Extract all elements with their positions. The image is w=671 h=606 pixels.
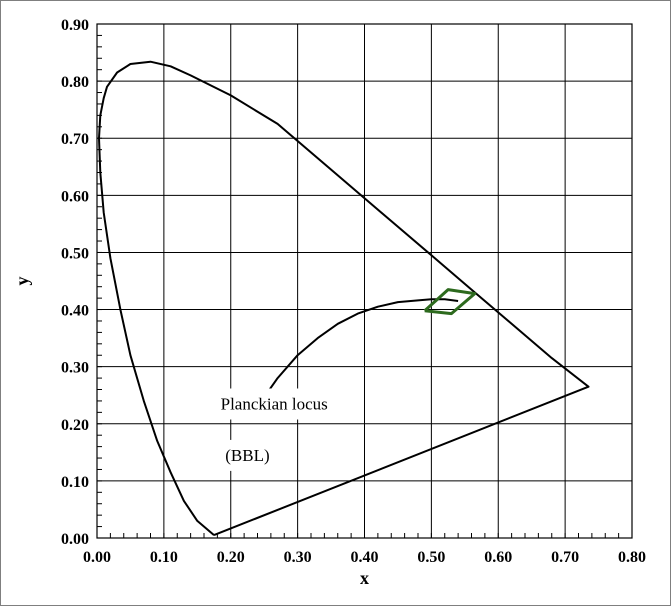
x-tick-label: 0.80 [618,549,646,566]
green-quadrilateral-line [423,288,477,316]
planckian-locus-line [256,298,459,408]
x-tick-labels: 0.00 0.10 0.20 0.30 0.40 0.50 0.60 0.70 0.80 [83,549,646,566]
minor-ticks [96,23,633,539]
y-tick-label: 0.50 [61,245,89,262]
x-tick-label: 0.60 [484,549,512,566]
planckian-locus-label: Planckian locus [221,395,328,414]
grid [97,24,632,538]
spectral-locus-line [98,60,590,537]
y-tick-label: 0.40 [61,303,89,320]
x-tick-label: 0.70 [551,549,579,566]
annotations: Planckian locus (BBL) [212,388,336,471]
x-tick-label: 0.50 [417,549,445,566]
y-tick-label: 0.10 [61,474,89,491]
y-tick-label: 0.80 [61,74,89,91]
annotation-background [217,439,278,471]
y-tick-label: 0.20 [61,417,89,434]
series-layer [98,60,590,537]
y-tick-label: 0.70 [61,131,89,148]
x-tick-label: 0.40 [351,549,379,566]
y-tick-labels: 0.00 0.10 0.20 0.30 0.40 0.50 0.60 0.70 0.80 0.90 [61,17,89,548]
x-tick-label: 0.00 [83,549,111,566]
y-tick-label: 0.90 [61,17,89,34]
y-tick-label: 0.00 [61,531,89,548]
y-tick-label: 0.60 [61,188,89,205]
x-tick-label: 0.10 [150,549,178,566]
x-tick-label: 0.20 [217,549,245,566]
x-tick-label: 0.30 [284,549,312,566]
y-tick-label: 0.30 [61,360,89,377]
y-axis-label: y [12,277,32,286]
annotation-background [212,388,336,420]
x-axis-label: x [360,568,369,588]
bbl-label: (BBL) [225,446,269,465]
